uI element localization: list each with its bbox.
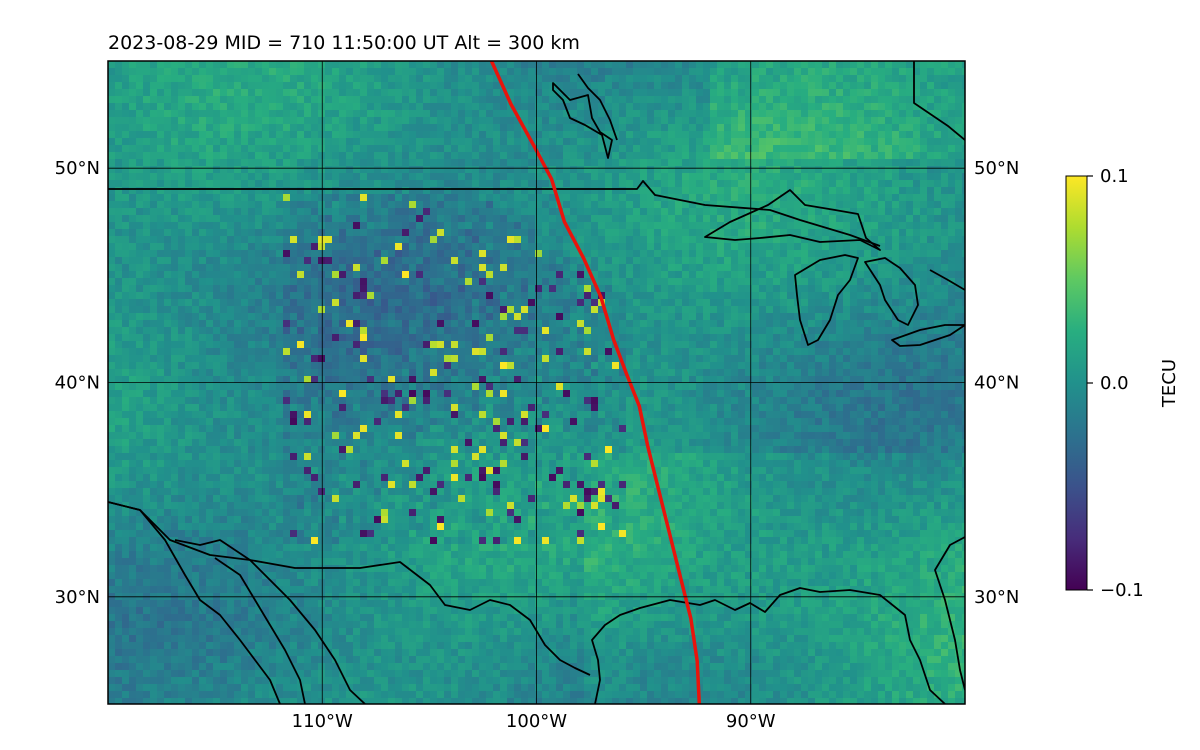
us-canada-border (108, 180, 881, 247)
labrador-coast (913, 61, 965, 141)
colorbar: 0.1 0.0 −0.1 TECU (1065, 166, 1180, 601)
northeast-coast (929, 269, 965, 291)
longitude-tick-label: 110°W (292, 711, 353, 732)
baja-peninsula (214, 557, 306, 704)
coastlines (108, 61, 965, 704)
latitude-tick-label-left: 50°N (55, 158, 100, 179)
lake-erie-ontario (891, 324, 965, 347)
map-area (108, 61, 965, 704)
hudson-bay-coast (552, 82, 613, 159)
mexico-west-coast (174, 539, 366, 704)
longitude-tick-label: 90°W (726, 711, 776, 732)
arctic-coast (577, 73, 618, 141)
gulf-coast (591, 587, 946, 704)
lake-superior (704, 189, 881, 251)
map-frame (107, 60, 966, 705)
lake-michigan (794, 254, 859, 346)
colorbar-tick-label: 0.1 (1100, 166, 1129, 187)
colorbar-gradient (1065, 175, 1088, 591)
longitude-tick-label: 100°W (506, 711, 567, 732)
lake-huron (864, 257, 919, 326)
longitude-labels: 110°W 100°W 90°W (292, 711, 776, 732)
us-mexico-border (108, 501, 591, 676)
colorbar-tick-label: 0.0 (1100, 373, 1129, 394)
latitude-tick-label-right: 40°N (974, 373, 1019, 394)
latitude-tick-label-left: 40°N (55, 373, 100, 394)
map-title: 2023-08-29 MID = 710 11:50:00 UT Alt = 3… (108, 32, 580, 54)
tec-field (108, 61, 965, 704)
colorbar-label: TECU (1159, 359, 1180, 408)
atlantic-coast (934, 536, 965, 691)
latitude-tick-label-right: 50°N (974, 158, 1019, 179)
latitude-labels: 50°N 50°N 40°N 40°N 30°N 30°N (55, 158, 1020, 608)
colorbar-tick-label: −0.1 (1100, 580, 1144, 601)
pacific-coast (108, 501, 281, 704)
latitude-tick-label-right: 30°N (974, 587, 1019, 608)
gridlines (108, 61, 965, 704)
latitude-tick-label-left: 30°N (55, 587, 100, 608)
colorbar-ticks: 0.1 0.0 −0.1 (1087, 166, 1144, 601)
